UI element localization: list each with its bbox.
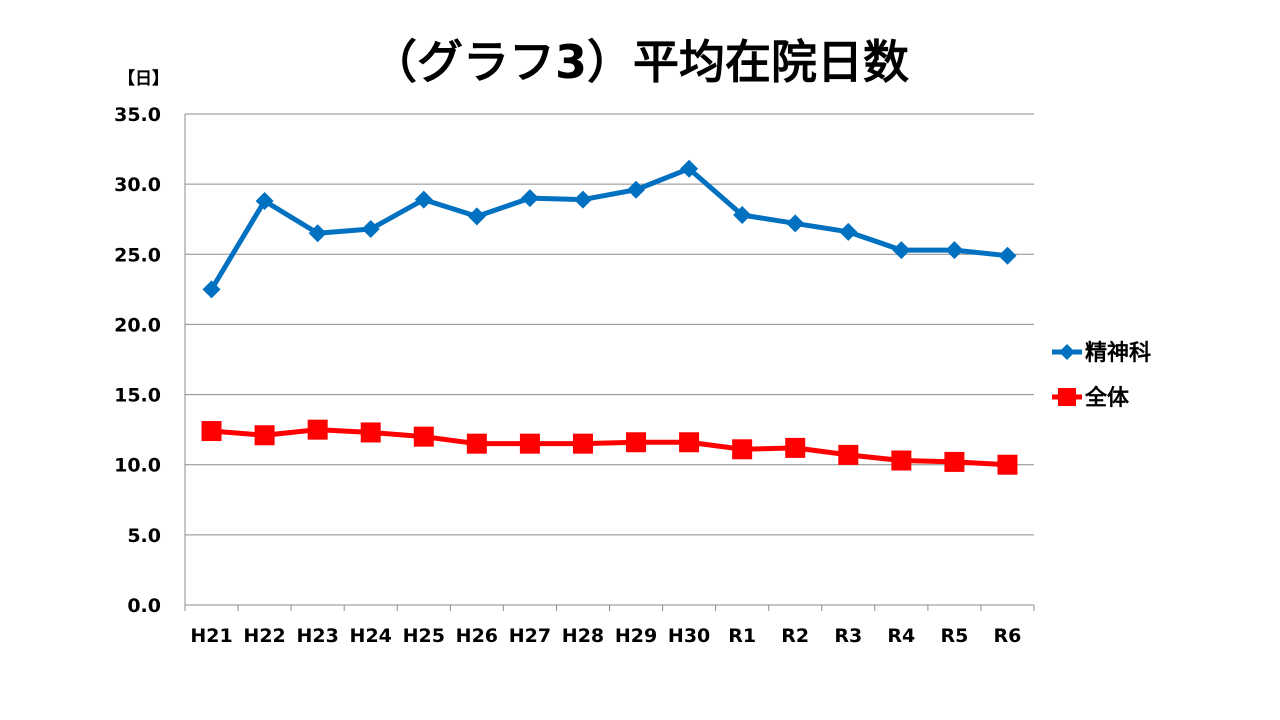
y-tick-label: 10.0 — [114, 455, 161, 477]
x-tick-label: H28 — [562, 625, 604, 647]
data-point — [360, 422, 381, 443]
x-tick-label: H22 — [243, 625, 285, 647]
legend-label: 精神科 — [1085, 340, 1151, 366]
data-point — [413, 426, 434, 447]
data-point — [201, 421, 222, 442]
chart-title: （グラフ3）平均在院日数 — [371, 35, 909, 89]
x-tick-label: R3 — [834, 625, 862, 647]
data-point — [679, 432, 700, 453]
data-point — [998, 246, 1017, 265]
data-point — [255, 191, 274, 210]
data-point — [839, 222, 858, 241]
data-point — [945, 241, 964, 260]
data-point — [572, 433, 593, 454]
legend-marker — [1058, 388, 1076, 406]
y-tick-label: 35.0 — [114, 104, 161, 126]
axes: 0.0 5.0 10.0 15.0 20.0 25.0 30.0 35.0 H21 H22 H23 H… — [114, 104, 1035, 647]
data-point — [414, 190, 433, 209]
data-point — [891, 450, 912, 471]
x-tick-label: H24 — [350, 625, 392, 647]
data-point — [785, 437, 806, 458]
data-point — [892, 241, 911, 260]
x-tick-label: R1 — [728, 625, 756, 647]
data-point — [944, 451, 965, 472]
legend-marker — [1059, 344, 1075, 360]
x-tick-label: R5 — [940, 625, 968, 647]
y-tick-label: 15.0 — [114, 385, 161, 407]
x-tick-label: H30 — [668, 625, 710, 647]
x-tick-label: H21 — [190, 625, 232, 647]
y-tick-label: 0.0 — [127, 595, 161, 617]
y-tick-label: 5.0 — [127, 525, 161, 547]
data-point — [627, 180, 646, 199]
data-point — [254, 425, 275, 446]
x-tick-label: H25 — [403, 625, 445, 647]
series-overall — [201, 419, 1018, 475]
y-axis-unit-label: 【日】 — [118, 68, 169, 89]
data-point — [519, 433, 540, 454]
data-point — [786, 214, 805, 233]
series-line — [211, 427, 1008, 468]
x-tick-label: H27 — [509, 625, 551, 647]
data-point — [733, 206, 752, 225]
legend-entry: 精神科 — [1052, 340, 1151, 366]
legend-entry: 全体 — [1052, 385, 1130, 411]
y-tick-label: 20.0 — [114, 314, 161, 336]
series-line — [209, 166, 1008, 291]
x-tick-label: H26 — [456, 625, 498, 647]
data-point — [467, 207, 486, 226]
data-point — [361, 220, 380, 239]
x-tick-label: H29 — [615, 625, 657, 647]
x-tick-label: R2 — [781, 625, 809, 647]
data-point — [466, 433, 487, 454]
data-point — [626, 432, 647, 453]
data-point — [202, 280, 221, 299]
gridlines — [185, 113, 1034, 536]
data-point — [838, 444, 859, 465]
legend-label: 全体 — [1084, 385, 1130, 411]
series-psychiatry — [202, 159, 1017, 299]
data-point — [732, 439, 753, 460]
data-point — [997, 454, 1018, 475]
data-point — [308, 224, 327, 243]
data-point — [680, 159, 699, 178]
y-tick-label: 25.0 — [114, 244, 161, 266]
y-tick-label: 30.0 — [114, 174, 161, 196]
data-point — [520, 189, 539, 208]
data-point — [573, 190, 592, 209]
series-layer — [201, 159, 1018, 475]
x-tick-label: R6 — [994, 625, 1022, 647]
data-point — [307, 419, 328, 440]
x-tick-label: R4 — [887, 625, 915, 647]
x-tick-label: H23 — [296, 625, 338, 647]
